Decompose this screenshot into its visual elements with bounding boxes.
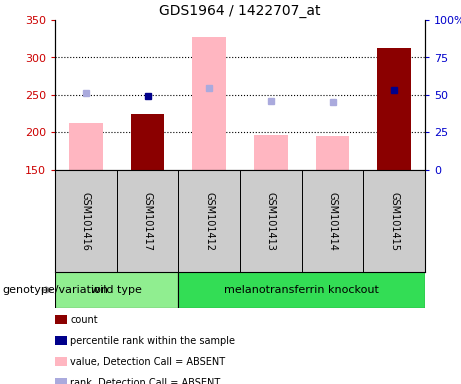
Text: melanotransferrin knockout: melanotransferrin knockout bbox=[224, 285, 379, 295]
Bar bbox=[55, 272, 178, 308]
Title: GDS1964 / 1422707_at: GDS1964 / 1422707_at bbox=[159, 3, 321, 18]
Bar bbox=[192, 37, 226, 170]
Bar bbox=[117, 170, 178, 272]
Text: GSM101412: GSM101412 bbox=[204, 192, 214, 250]
Text: genotype/variation: genotype/variation bbox=[2, 285, 108, 295]
Text: percentile rank within the sample: percentile rank within the sample bbox=[70, 336, 235, 346]
Text: GSM101413: GSM101413 bbox=[266, 192, 276, 250]
Text: count: count bbox=[70, 314, 98, 324]
Text: GSM101416: GSM101416 bbox=[81, 192, 91, 250]
Bar bbox=[240, 170, 301, 272]
Bar bbox=[377, 48, 411, 170]
Bar bbox=[178, 170, 240, 272]
Bar bbox=[130, 114, 165, 170]
Bar bbox=[254, 135, 288, 170]
Bar bbox=[315, 136, 349, 170]
Bar bbox=[301, 170, 363, 272]
Bar bbox=[55, 170, 117, 272]
Text: GSM101417: GSM101417 bbox=[142, 192, 153, 250]
Bar bbox=[363, 170, 425, 272]
Bar bbox=[69, 123, 103, 170]
Text: GSM101414: GSM101414 bbox=[327, 192, 337, 250]
Text: wild type: wild type bbox=[91, 285, 142, 295]
Text: GSM101415: GSM101415 bbox=[389, 192, 399, 250]
Bar bbox=[178, 272, 425, 308]
Text: value, Detection Call = ABSENT: value, Detection Call = ABSENT bbox=[70, 357, 225, 367]
Text: rank, Detection Call = ABSENT: rank, Detection Call = ABSENT bbox=[70, 378, 220, 384]
